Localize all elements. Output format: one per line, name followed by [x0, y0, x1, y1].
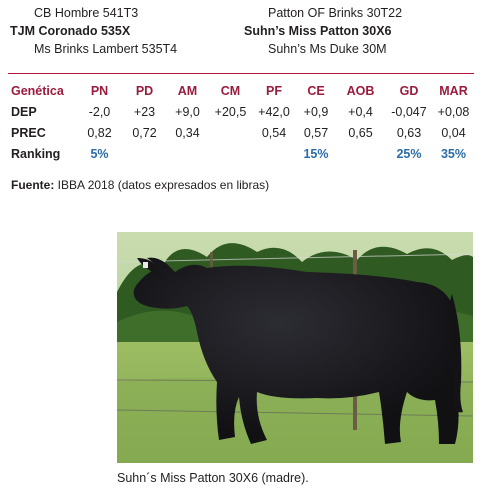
header-ce: CE: [307, 83, 325, 98]
table-cell: +0,9: [303, 104, 329, 119]
header-aob: AOB: [346, 83, 375, 98]
table-header-row: Genética PN PD AM CM PF CE AOB GD MAR: [8, 80, 474, 101]
table-cell: [209, 143, 252, 164]
table-row-prec: PREC 0,82 0,72 0,34 0,54 0,57 0,65 0,63 …: [8, 122, 474, 143]
table-cell: 0,54: [261, 125, 287, 140]
table-cell: +20,5: [214, 104, 247, 119]
table-cell: +23: [133, 104, 156, 119]
table-cell: +0,4: [348, 104, 373, 119]
table-cell: 15%: [303, 146, 329, 161]
header-pf: PF: [266, 83, 282, 98]
header-gd: GD: [399, 83, 419, 98]
row-label: Ranking: [11, 146, 61, 161]
table-cell: 0,04: [441, 125, 466, 140]
row-label: DEP: [11, 104, 37, 119]
pedigree: CB Hombre 541T3 TJM Coronado 535X Ms Bri…: [0, 4, 481, 60]
photo-caption: Suhn´s Miss Patton 30X6 (madre).: [117, 471, 309, 485]
source-note: Fuente: IBBA 2018 (datos expresados en l…: [11, 178, 269, 192]
table-cell: [166, 143, 209, 164]
header-cm: CM: [220, 83, 241, 98]
pedigree-dam-dam: Suhn’s Ms Duke 30M: [268, 42, 387, 56]
pedigree-dam: Suhn’s Miss Patton 30X6: [244, 24, 392, 38]
table-cell: [336, 143, 385, 164]
table-cell: 25%: [396, 146, 422, 161]
table-cell: +0,08: [437, 104, 470, 119]
table-cell: +42,0: [258, 104, 290, 119]
table-cell: -0,047: [391, 104, 427, 119]
cow-photo: [117, 232, 473, 463]
pedigree-sire: TJM Coronado 535X: [10, 24, 131, 38]
table-cell: 0,63: [396, 125, 422, 140]
table-cell: [252, 143, 296, 164]
table-cell: 0,82: [87, 125, 112, 140]
table-cell: 0,34: [175, 125, 200, 140]
table-cell: [123, 143, 166, 164]
header-mar: MAR: [439, 83, 468, 98]
pedigree-sire-sire: CB Hombre 541T3: [34, 6, 139, 20]
table-cell: 0,57: [303, 125, 329, 140]
table-cell: 35%: [440, 146, 467, 161]
genetics-table: Genética PN PD AM CM PF CE AOB GD MAR DE…: [8, 80, 474, 164]
header-pn: PN: [90, 83, 109, 98]
header-genetica: Genética: [11, 83, 64, 98]
table-cell: +9,0: [175, 104, 200, 119]
table-cell: -2,0: [88, 104, 111, 119]
table-cell: 5%: [90, 146, 109, 161]
row-label: PREC: [11, 125, 46, 140]
table-row-dep: DEP -2,0 +23 +9,0 +20,5 +42,0 +0,9 +0,4 …: [8, 101, 474, 122]
table-cell: [209, 122, 252, 143]
table-cell: 0,65: [348, 125, 373, 140]
table-cell: 0,72: [132, 125, 157, 140]
source-text: IBBA 2018 (datos expresados en libras): [54, 178, 270, 192]
pedigree-dam-sire: Patton OF Brinks 30T22: [268, 6, 403, 20]
table-row-ranking: Ranking 5% 15% 25% 35%: [8, 143, 474, 164]
black-cow-image: [117, 232, 473, 463]
header-am: AM: [177, 83, 198, 98]
pedigree-sire-dam: Ms Brinks Lambert 535T4: [34, 42, 178, 56]
divider-line: [8, 73, 474, 74]
source-label: Fuente:: [11, 178, 55, 192]
header-pd: PD: [135, 83, 154, 98]
